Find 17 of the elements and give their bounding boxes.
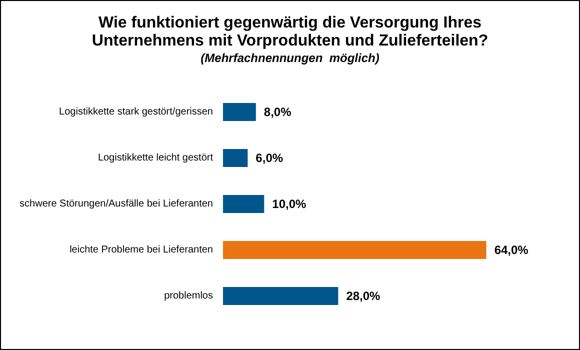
bar <box>223 149 248 167</box>
y-tick-label: problemlos <box>164 290 213 302</box>
chart-title: Wie funktioniert gegenwärtig die Versorgung Ihres Unternehmens mit Vorprodukten und Zulieferteilen? <box>92 14 488 50</box>
data-label: 8,0% <box>264 105 292 119</box>
data-label: 6,0% <box>256 151 284 165</box>
data-label: 10,0% <box>272 197 306 211</box>
y-tick-label: schwere Störungen/Ausfälle bei Lieferanten <box>20 198 213 210</box>
chart-subtitle: (Mehrfachnennungen möglich) <box>200 51 380 65</box>
bar <box>223 241 486 259</box>
data-label: 64,0% <box>494 243 529 257</box>
y-tick-label: Logistikkette leicht gestört <box>98 152 214 164</box>
data-label: 28,0% <box>346 289 381 303</box>
bar <box>223 287 338 305</box>
y-tick-label: Logistikkette stark gestört/gerissen <box>59 106 213 118</box>
bar <box>223 195 264 213</box>
y-tick-label: leichte Probleme bei Lieferanten <box>70 244 213 256</box>
bar <box>223 103 256 121</box>
